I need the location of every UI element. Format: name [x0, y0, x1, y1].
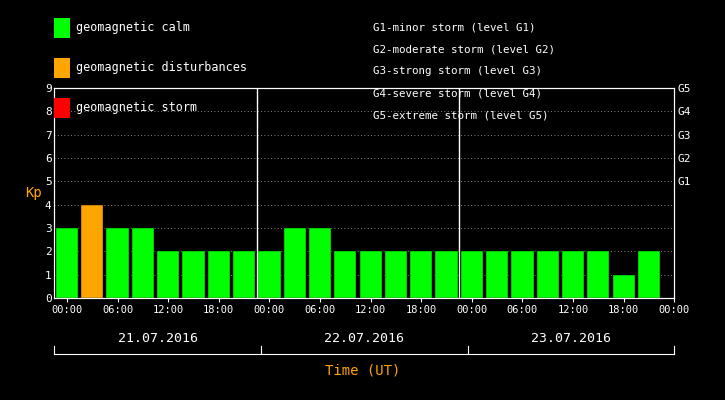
Bar	[283, 228, 306, 298]
Text: G4-severe storm (level G4): G4-severe storm (level G4)	[373, 88, 542, 98]
Bar	[233, 251, 255, 298]
Bar	[436, 251, 457, 298]
Bar	[410, 251, 432, 298]
Bar	[107, 228, 129, 298]
Text: 21.07.2016: 21.07.2016	[117, 332, 198, 344]
Bar	[183, 251, 204, 298]
Bar	[334, 251, 357, 298]
Bar	[511, 251, 534, 298]
Bar	[157, 251, 179, 298]
Bar	[385, 251, 407, 298]
Bar	[613, 275, 635, 298]
Text: 22.07.2016: 22.07.2016	[324, 332, 405, 344]
Bar	[486, 251, 508, 298]
Bar	[132, 228, 154, 298]
Text: geomagnetic disturbances: geomagnetic disturbances	[76, 62, 247, 74]
Text: G3-strong storm (level G3): G3-strong storm (level G3)	[373, 66, 542, 76]
Text: geomagnetic storm: geomagnetic storm	[76, 102, 197, 114]
Bar	[536, 251, 559, 298]
Text: geomagnetic calm: geomagnetic calm	[76, 22, 190, 34]
Text: 23.07.2016: 23.07.2016	[531, 332, 611, 344]
Bar	[562, 251, 584, 298]
Bar	[360, 251, 382, 298]
Text: Time (UT): Time (UT)	[325, 363, 400, 377]
Bar	[81, 205, 104, 298]
Bar	[309, 228, 331, 298]
Bar	[56, 228, 78, 298]
Bar	[638, 251, 660, 298]
Bar	[460, 251, 483, 298]
Bar	[207, 251, 230, 298]
Text: G1-minor storm (level G1): G1-minor storm (level G1)	[373, 22, 536, 32]
Y-axis label: Kp: Kp	[25, 186, 42, 200]
Text: G5-extreme storm (level G5): G5-extreme storm (level G5)	[373, 110, 549, 120]
Bar	[587, 251, 610, 298]
Text: G2-moderate storm (level G2): G2-moderate storm (level G2)	[373, 44, 555, 54]
Bar	[258, 251, 281, 298]
